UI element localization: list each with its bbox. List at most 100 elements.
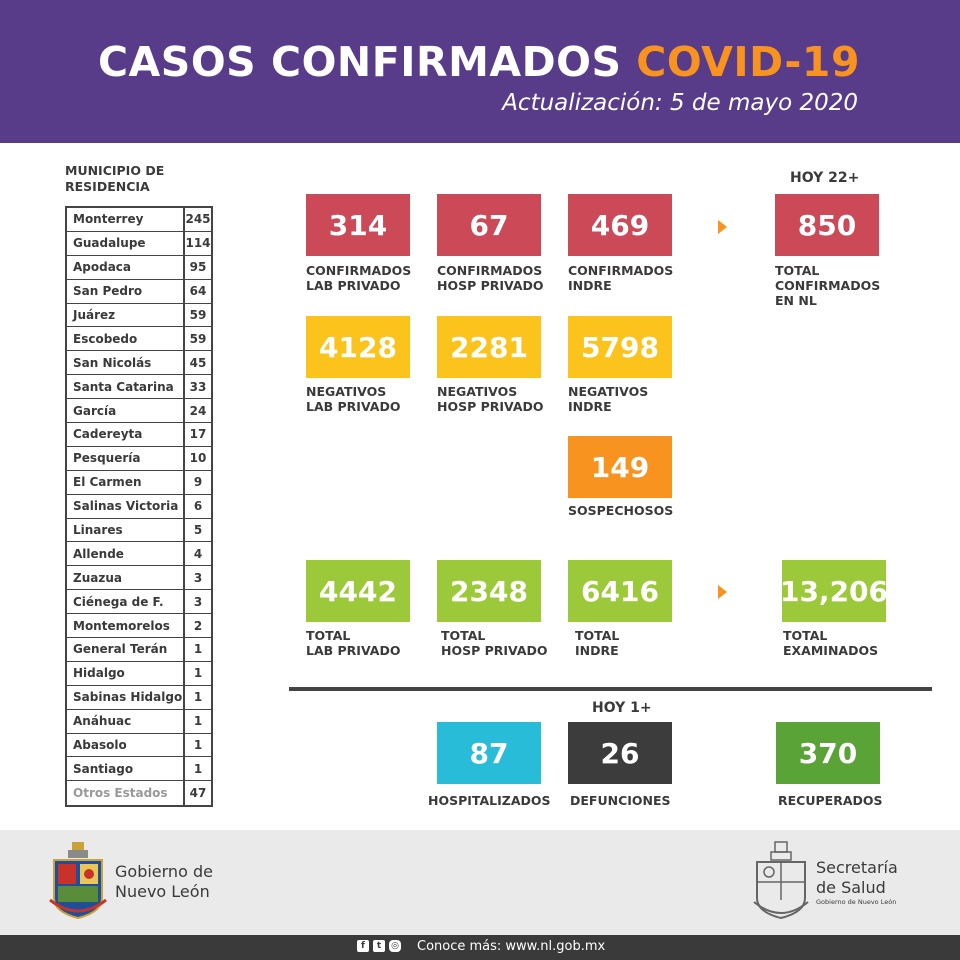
social-icons: f t ◎ — [357, 940, 401, 952]
municipio-name: El Carmen — [67, 470, 185, 494]
page-title: CASOS CONFIRMADOS COVID-19 — [98, 38, 860, 86]
table-row: Abasolo 1 — [67, 733, 211, 758]
table-row: Hidalgo 1 — [67, 661, 211, 686]
table-row: Linares 5 — [67, 518, 211, 543]
municipio-count: 17 — [189, 427, 207, 442]
municipio-count: 59 — [189, 308, 207, 322]
municipio-name: Montemorelos — [67, 614, 185, 638]
table-row: San Pedro 64 — [67, 279, 211, 304]
municipio-name: Santa Catarina — [67, 375, 185, 399]
municipio-name: Cadereyta — [67, 423, 185, 446]
total-indre-label: TOTAL INDRE — [575, 628, 620, 658]
hospitalizados-label: HOSPITALIZADOS — [428, 793, 551, 808]
table-row: Santiago 1 — [67, 757, 211, 782]
update-date: Actualización: 5 de mayo 2020 — [502, 90, 858, 116]
municipio-count: 3 — [193, 594, 203, 609]
confirmados-hosp-box: 67 — [437, 194, 541, 256]
section-divider — [289, 687, 932, 691]
total-hosp-label: TOTAL HOSP PRIVADO — [441, 628, 548, 658]
negativos-lab-box: 4128 — [306, 316, 410, 378]
negativos-hosp-label: NEGATIVOS HOSP PRIVADO — [437, 384, 544, 414]
title-accent: COVID-19 — [636, 38, 860, 86]
recuperados-box: 370 — [776, 722, 880, 784]
table-row: General Terán 1 — [67, 638, 211, 662]
total-examinados-label: TOTAL EXAMINADOS — [783, 628, 879, 658]
municipio-count: 2 — [193, 618, 203, 633]
municipio-count: 95 — [189, 260, 207, 275]
municipio-name: Escobedo — [67, 327, 185, 351]
municipio-count: 10 — [189, 451, 207, 466]
municipio-name: Salinas Victoria — [67, 494, 185, 518]
municipio-name: Otros Estados — [67, 781, 185, 806]
total-indre-box: 6416 — [568, 560, 672, 622]
confirmados-lab-box: 314 — [306, 194, 410, 256]
municipio-name: Monterrey — [67, 208, 185, 231]
facebook-icon[interactable]: f — [357, 940, 369, 952]
municipio-count: 1 — [193, 642, 203, 657]
municipio-name: García — [67, 399, 185, 423]
municipio-heading: MUNICIPIO DE RESIDENCIA — [65, 163, 165, 194]
municipio-count: 24 — [189, 403, 207, 418]
bottom-bar — [0, 935, 960, 960]
secretaria-salud-crest-logo — [753, 841, 809, 920]
municipio-name: Zuazua — [67, 566, 185, 590]
table-row: Allende 4 — [67, 542, 211, 567]
municipio-name: Guadalupe — [67, 231, 185, 255]
defunciones-label: DEFUNCIONES — [570, 793, 671, 808]
municipio-name: San Nicolás — [67, 351, 185, 375]
municipio-count: 1 — [193, 761, 203, 776]
municipio-count: 1 — [193, 666, 203, 681]
table-row: Escobedo 59 — [67, 327, 211, 352]
hoy-1-label: HOY 1+ — [592, 700, 652, 716]
sospechosos-label: SOSPECHOSOS — [568, 503, 674, 518]
table-row: Pesquería 10 — [67, 446, 211, 471]
municipio-count: 245 — [185, 212, 211, 227]
municipio-count: 1 — [193, 738, 203, 753]
municipio-count: 33 — [189, 379, 207, 394]
arrow-right-icon — [718, 220, 727, 234]
municipio-name: Sabinas Hidalgo — [67, 685, 185, 709]
confirmados-indre-box: 469 — [568, 194, 672, 256]
total-confirmados-label: TOTAL CONFIRMADOS EN NL — [775, 263, 881, 308]
twitter-icon[interactable]: t — [373, 940, 385, 952]
table-row: Juárez 59 — [67, 303, 211, 328]
confirmados-indre-label: CONFIRMADOS INDRE — [568, 263, 674, 293]
municipio-count: 1 — [193, 714, 203, 729]
table-row: San Nicolás 45 — [67, 351, 211, 376]
municipio-count: 59 — [189, 331, 207, 346]
municipio-name: Linares — [67, 518, 185, 542]
table-row: Salinas Victoria 6 — [67, 494, 211, 519]
municipio-name: Allende — [67, 542, 185, 566]
table-row: Montemorelos 2 — [67, 614, 211, 639]
header-banner: CASOS CONFIRMADOS COVID-19 Actualización… — [0, 0, 960, 143]
table-row: Santa Catarina 33 — [67, 375, 211, 400]
table-row: Ciénega de F. 3 — [67, 590, 211, 615]
municipio-count: 4 — [193, 546, 203, 561]
arrow-right-icon — [718, 585, 727, 599]
municipio-name: Hidalgo — [67, 661, 185, 685]
confirmados-hosp-label: CONFIRMADOS HOSP PRIVADO — [437, 263, 544, 293]
table-row: Apodaca 95 — [67, 255, 211, 280]
municipio-name: Apodaca — [67, 255, 185, 279]
hospitalizados-box: 87 — [437, 722, 541, 784]
municipio-count: 9 — [193, 475, 203, 490]
recuperados-label: RECUPERADOS — [778, 793, 883, 808]
confirmados-lab-label: CONFIRMADOS LAB PRIVADO — [306, 263, 412, 293]
municipio-name: Abasolo — [67, 733, 185, 757]
nuevo-leon-crest-logo — [49, 842, 107, 920]
negativos-lab-label: NEGATIVOS LAB PRIVADO — [306, 384, 401, 414]
municipio-count: 64 — [189, 284, 207, 299]
table-row: García 24 — [67, 399, 211, 424]
salud-subtext: Gobierno de Nuevo León — [816, 898, 897, 906]
instagram-icon[interactable]: ◎ — [389, 940, 401, 952]
gobierno-nl-text: Gobierno de Nuevo León — [115, 862, 213, 901]
municipio-count: 45 — [189, 355, 207, 370]
title-main: CASOS CONFIRMADOS — [97, 38, 637, 86]
municipio-count: 5 — [193, 523, 203, 538]
municipio-name: General Terán — [67, 638, 185, 661]
municipio-name: Santiago — [67, 757, 185, 781]
total-lab-label: TOTAL LAB PRIVADO — [306, 628, 401, 658]
website-link[interactable]: Conoce más: www.nl.gob.mx — [417, 939, 606, 954]
table-row: Monterrey 245 — [67, 208, 211, 232]
table-row: Zuazua 3 — [67, 566, 211, 591]
